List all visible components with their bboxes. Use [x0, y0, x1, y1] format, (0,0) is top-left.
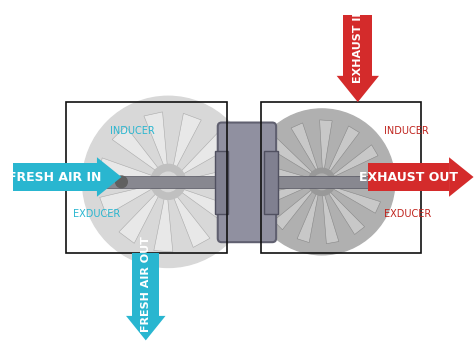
Bar [264, 151, 278, 214]
Circle shape [249, 109, 395, 255]
Bar [12, 163, 97, 191]
Circle shape [308, 168, 336, 196]
Polygon shape [331, 172, 384, 185]
Text: EXDUCER: EXDUCER [384, 209, 431, 219]
Polygon shape [330, 186, 381, 213]
Polygon shape [97, 157, 121, 197]
Polygon shape [178, 132, 229, 177]
Polygon shape [273, 188, 315, 230]
Text: FRESH AIR OUT: FRESH AIR OUT [141, 236, 151, 332]
Circle shape [116, 176, 128, 188]
Polygon shape [260, 164, 312, 180]
Text: EXHAUST OUT: EXHAUST OUT [359, 170, 458, 184]
Polygon shape [449, 157, 474, 197]
Bar [82, 176, 384, 188]
Text: FRESH AIR IN: FRESH AIR IN [8, 170, 101, 184]
Polygon shape [337, 76, 379, 102]
Polygon shape [327, 190, 365, 235]
Polygon shape [154, 193, 173, 252]
Bar [367, 163, 449, 191]
Polygon shape [172, 192, 210, 247]
Circle shape [314, 174, 329, 190]
Polygon shape [319, 120, 332, 172]
Polygon shape [126, 316, 165, 340]
Circle shape [151, 164, 186, 200]
Polygon shape [322, 191, 339, 244]
Bar [132, 253, 159, 316]
Text: INDUCER: INDUCER [384, 126, 429, 136]
Bar [261, 102, 421, 253]
Text: EXHAUST IN: EXHAUST IN [353, 7, 363, 83]
Polygon shape [177, 187, 234, 223]
Bar [66, 102, 227, 253]
Polygon shape [173, 113, 201, 172]
Polygon shape [297, 191, 319, 242]
Text: INDUCER: INDUCER [110, 126, 155, 136]
Polygon shape [327, 126, 359, 174]
Polygon shape [112, 126, 162, 174]
Polygon shape [119, 190, 161, 243]
Polygon shape [270, 138, 315, 176]
Polygon shape [98, 158, 157, 179]
Polygon shape [261, 184, 312, 206]
Circle shape [158, 172, 178, 192]
Polygon shape [330, 145, 378, 178]
Circle shape [82, 96, 254, 267]
Bar [215, 151, 228, 214]
Polygon shape [291, 123, 319, 173]
Bar [343, 15, 373, 76]
Polygon shape [144, 112, 168, 170]
Polygon shape [180, 167, 238, 186]
Polygon shape [100, 184, 157, 215]
FancyBboxPatch shape [218, 122, 276, 242]
Text: EXDUCER: EXDUCER [73, 209, 120, 219]
